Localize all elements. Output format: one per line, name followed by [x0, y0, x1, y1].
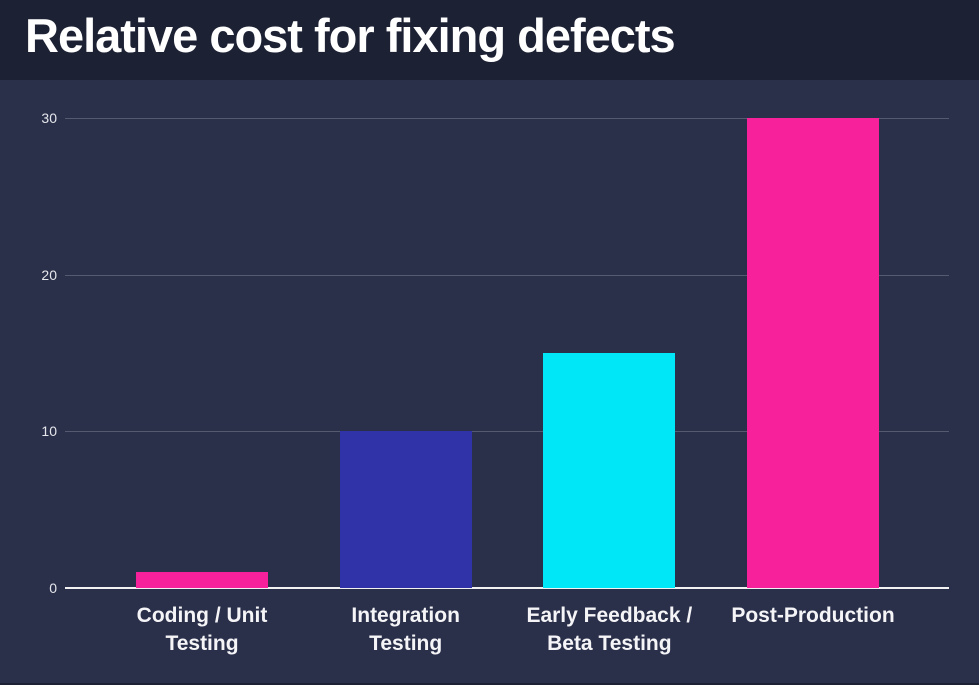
bar-early-feedback-beta-testing: [543, 353, 676, 588]
gridline-y-10: [65, 431, 949, 433]
x-axis-line: [65, 587, 949, 589]
gridline-y-30: [65, 118, 949, 119]
bar-integration-testing: [339, 431, 472, 588]
bar-coding-unit-testing: [136, 572, 268, 588]
bar-chart: 0 10 20 30 Coding / Unit Testing Integration Te…: [0, 80, 979, 683]
y-tick-label-20: 20: [41, 266, 57, 283]
y-tick-label-0: 0: [49, 580, 57, 596]
x-axis-label-integration-testing: Integration Testing: [351, 604, 460, 655]
bar-post-production: [747, 118, 879, 588]
gridline-y-20: [65, 274, 949, 276]
x-axis-label-early-feedback-beta-testing: Early Feedback / Beta Testing: [526, 604, 693, 655]
page-title: Relative cost for fixing defects: [25, 9, 676, 62]
y-tick-label-30: 30: [41, 110, 57, 126]
x-axis-label-post-production: Post-Production: [731, 604, 895, 627]
x-axis-label-coding-unit-testing: Coding / Unit Testing: [136, 604, 268, 655]
chart-header: Relative cost for fixing defects: [0, 0, 979, 80]
y-tick-label-10: 10: [41, 423, 57, 440]
